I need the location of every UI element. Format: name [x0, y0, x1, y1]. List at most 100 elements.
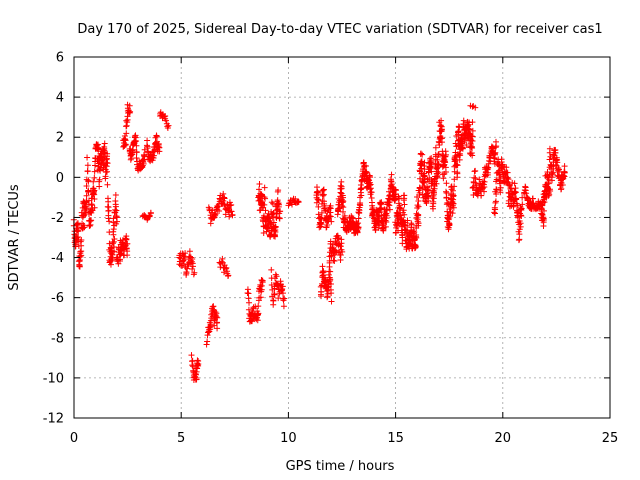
x-tick-label: 5 [177, 431, 185, 446]
data-point [471, 168, 478, 175]
data-point [319, 263, 326, 270]
data-point [337, 243, 344, 250]
data-point [95, 146, 102, 153]
data-point [367, 186, 374, 193]
data-point [331, 257, 338, 264]
y-tick-label: -8 [51, 331, 64, 346]
data-point [504, 169, 511, 176]
data-point [497, 175, 504, 182]
data-point [195, 360, 202, 367]
data-point [83, 205, 90, 212]
data-point [101, 140, 108, 147]
data-point [431, 191, 438, 198]
data-point [107, 261, 114, 268]
data-point [275, 295, 282, 302]
data-point [272, 271, 279, 278]
data-point [203, 341, 210, 348]
data-point [367, 174, 374, 181]
data-point [421, 159, 428, 166]
data-point [388, 171, 395, 178]
data-point [76, 257, 83, 264]
y-tick-label: -12 [43, 412, 64, 427]
data-point [323, 287, 330, 294]
data-point [256, 181, 263, 188]
data-point [368, 189, 375, 196]
data-point [162, 112, 169, 119]
data-point [163, 117, 170, 124]
data-point [335, 234, 342, 241]
data-point [438, 117, 445, 124]
data-point [204, 332, 211, 339]
data-point [77, 248, 84, 255]
data-point [276, 215, 283, 222]
axis-ticks: 0 5 10 15 20 25 -12 -10 -8 -6 -4 -2 0 2 4 6 [43, 51, 619, 447]
data-point [259, 277, 266, 284]
data-point [400, 207, 407, 214]
data-point [91, 168, 98, 175]
data-point [492, 149, 499, 156]
data-point [105, 198, 112, 205]
data-point [511, 180, 518, 187]
data-point [340, 208, 347, 215]
data-point [78, 237, 85, 244]
data-point [337, 251, 344, 258]
data-point [315, 196, 322, 203]
data-point [401, 211, 408, 218]
data-point [121, 142, 128, 149]
data-point [440, 175, 447, 182]
data-point [432, 144, 439, 151]
data-point [506, 182, 513, 189]
data-point [451, 183, 458, 190]
data-point [105, 207, 112, 214]
data-point [469, 133, 476, 140]
data-point [295, 198, 302, 205]
data-point [84, 154, 91, 161]
data-point [552, 149, 559, 156]
data-point [443, 180, 450, 187]
data-point [561, 169, 568, 176]
data-point [123, 123, 130, 130]
data-point [320, 187, 327, 194]
data-point [472, 104, 479, 111]
data-point [267, 217, 274, 224]
data-point [279, 286, 286, 293]
data-point [503, 164, 510, 171]
data-point [84, 162, 91, 169]
data-point [428, 155, 435, 162]
data-point [113, 207, 120, 214]
data-point [356, 207, 363, 214]
data-point [109, 240, 116, 247]
data-point [358, 192, 365, 199]
data-point [229, 211, 236, 218]
data-point [320, 271, 327, 278]
data-point [133, 149, 140, 156]
data-point [327, 277, 334, 284]
data-point [429, 203, 436, 210]
data-point [505, 189, 512, 196]
data-point [226, 213, 233, 220]
data-point [481, 184, 488, 191]
data-point [219, 255, 226, 262]
data-point [327, 202, 334, 209]
y-tick-label: -10 [43, 371, 64, 386]
data-point [485, 164, 492, 171]
data-point [268, 199, 275, 206]
data-point [261, 201, 268, 208]
data-point [122, 137, 129, 144]
data-point [116, 257, 123, 264]
data-point [545, 180, 552, 187]
data-point [182, 250, 189, 257]
data-point [417, 161, 424, 168]
data-point [280, 303, 287, 310]
data-point [425, 193, 432, 200]
data-point [274, 197, 281, 204]
data-point [434, 156, 441, 163]
data-point [86, 223, 93, 230]
data-point [401, 195, 408, 202]
data-point [472, 167, 479, 174]
data-point [276, 201, 283, 208]
data-point [428, 176, 435, 183]
data-point [165, 122, 172, 129]
data-point [320, 186, 327, 193]
